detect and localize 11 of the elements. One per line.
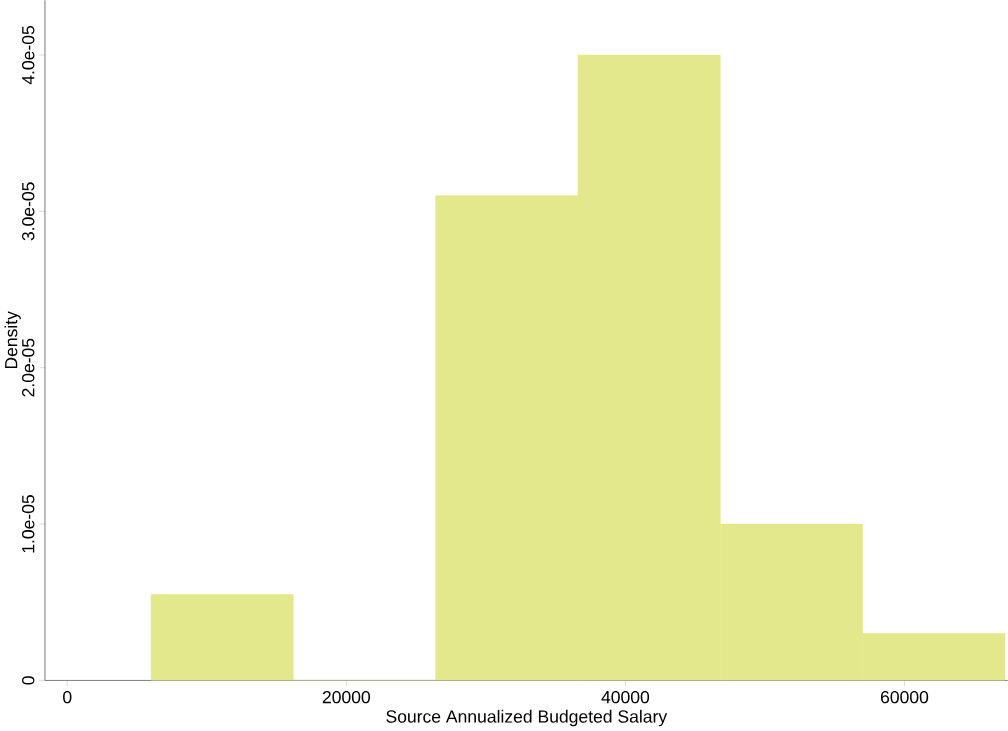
- x-tick-label: 60000: [880, 691, 929, 704]
- x-axis-title: Source Annualized Budgeted Salary: [386, 710, 668, 727]
- y-tick-label: 4.0e-05: [22, 26, 35, 85]
- y-tick-label: 2.0e-05: [22, 338, 35, 397]
- x-tick-label: 20000: [322, 691, 371, 704]
- y-tick-label: 1.0e-05: [22, 495, 35, 553]
- x-tick-label: 40000: [601, 691, 650, 704]
- y-tick-label: 3.0e-05: [22, 182, 35, 241]
- y-axis-title: Density: [4, 311, 21, 369]
- x-tick-label: 0: [63, 691, 72, 704]
- y-tick-label: 0: [22, 676, 35, 685]
